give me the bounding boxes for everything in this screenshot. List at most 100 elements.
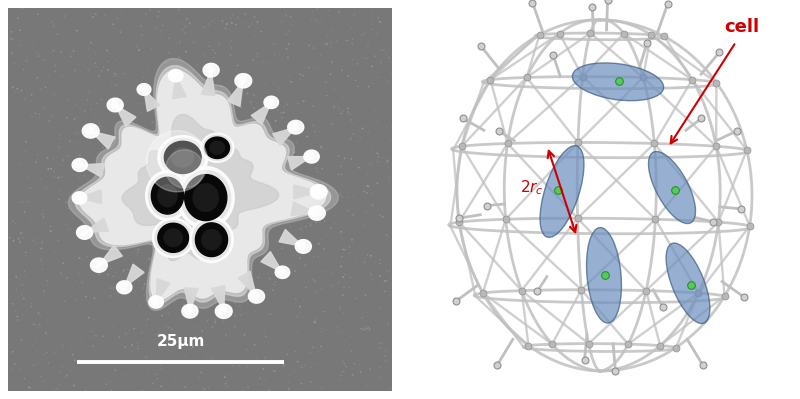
Point	[335, 172, 348, 178]
Point	[104, 383, 117, 389]
Point	[107, 286, 120, 292]
Point	[40, 184, 53, 191]
Point	[346, 57, 358, 63]
Point	[298, 294, 311, 301]
Point	[275, 18, 288, 25]
Point	[209, 16, 222, 23]
Point	[153, 206, 166, 213]
Point	[242, 73, 254, 80]
Point	[170, 134, 183, 141]
Point	[365, 253, 378, 259]
Point	[334, 192, 346, 199]
Point	[361, 190, 374, 196]
Point	[254, 118, 266, 124]
Polygon shape	[261, 252, 282, 272]
Point	[225, 45, 238, 51]
Point	[153, 343, 166, 350]
Point	[36, 97, 49, 103]
Point	[130, 162, 143, 169]
Point	[102, 378, 115, 385]
Point	[78, 40, 91, 46]
Point	[24, 258, 37, 264]
Polygon shape	[75, 66, 330, 304]
Point	[352, 211, 365, 217]
Point	[237, 364, 250, 370]
Polygon shape	[287, 156, 311, 170]
Point	[334, 163, 347, 170]
Point	[213, 286, 226, 292]
Point	[224, 141, 237, 147]
Point	[98, 230, 110, 237]
Point	[251, 328, 264, 334]
Point	[358, 30, 370, 37]
Point	[261, 270, 274, 277]
Point	[385, 319, 398, 326]
Point	[47, 73, 60, 79]
Point	[349, 9, 362, 16]
Point	[63, 307, 76, 313]
Point	[14, 42, 27, 49]
Point	[277, 312, 290, 319]
Point	[384, 352, 397, 359]
Point	[310, 289, 322, 295]
Point	[28, 136, 41, 143]
Point	[282, 348, 294, 354]
Point	[107, 252, 120, 259]
Point	[310, 79, 322, 86]
Point	[18, 96, 31, 102]
Point	[357, 308, 370, 315]
Point	[106, 324, 119, 330]
Point	[122, 385, 134, 391]
Point	[79, 293, 92, 300]
Point	[380, 51, 393, 57]
Polygon shape	[77, 225, 93, 239]
Point	[338, 383, 351, 389]
Point	[51, 228, 64, 235]
Point	[54, 75, 66, 81]
Point	[68, 116, 81, 122]
Point	[345, 75, 358, 81]
Point	[149, 122, 162, 128]
Point	[305, 379, 318, 385]
Polygon shape	[184, 288, 198, 311]
Point	[291, 144, 304, 150]
Point	[175, 130, 188, 136]
Point	[307, 184, 320, 190]
Point	[54, 381, 66, 388]
Point	[82, 46, 95, 53]
Point	[237, 232, 250, 238]
Point	[326, 282, 339, 289]
Point	[85, 47, 98, 53]
Point	[310, 33, 322, 40]
Point	[198, 66, 211, 73]
Point	[42, 257, 54, 264]
Point	[186, 135, 199, 142]
Point	[269, 338, 282, 344]
Point	[357, 307, 370, 314]
Polygon shape	[238, 271, 257, 296]
Point	[94, 288, 106, 294]
Point	[334, 229, 347, 235]
Point	[323, 114, 336, 120]
Point	[342, 178, 354, 185]
Point	[120, 300, 133, 306]
Point	[247, 92, 260, 98]
Point	[66, 140, 79, 146]
Point	[378, 242, 390, 248]
Point	[139, 27, 152, 33]
Point	[114, 124, 126, 130]
Point	[202, 84, 215, 90]
Point	[27, 210, 40, 217]
Point	[294, 76, 306, 82]
Text: cell: cell	[725, 18, 759, 36]
Point	[155, 221, 168, 227]
Point	[338, 271, 351, 278]
Point	[124, 282, 137, 289]
Point	[71, 315, 84, 321]
Point	[325, 251, 338, 257]
Point	[369, 260, 382, 266]
Point	[345, 189, 358, 196]
Point	[210, 83, 222, 89]
Point	[308, 319, 321, 326]
Point	[58, 157, 71, 164]
